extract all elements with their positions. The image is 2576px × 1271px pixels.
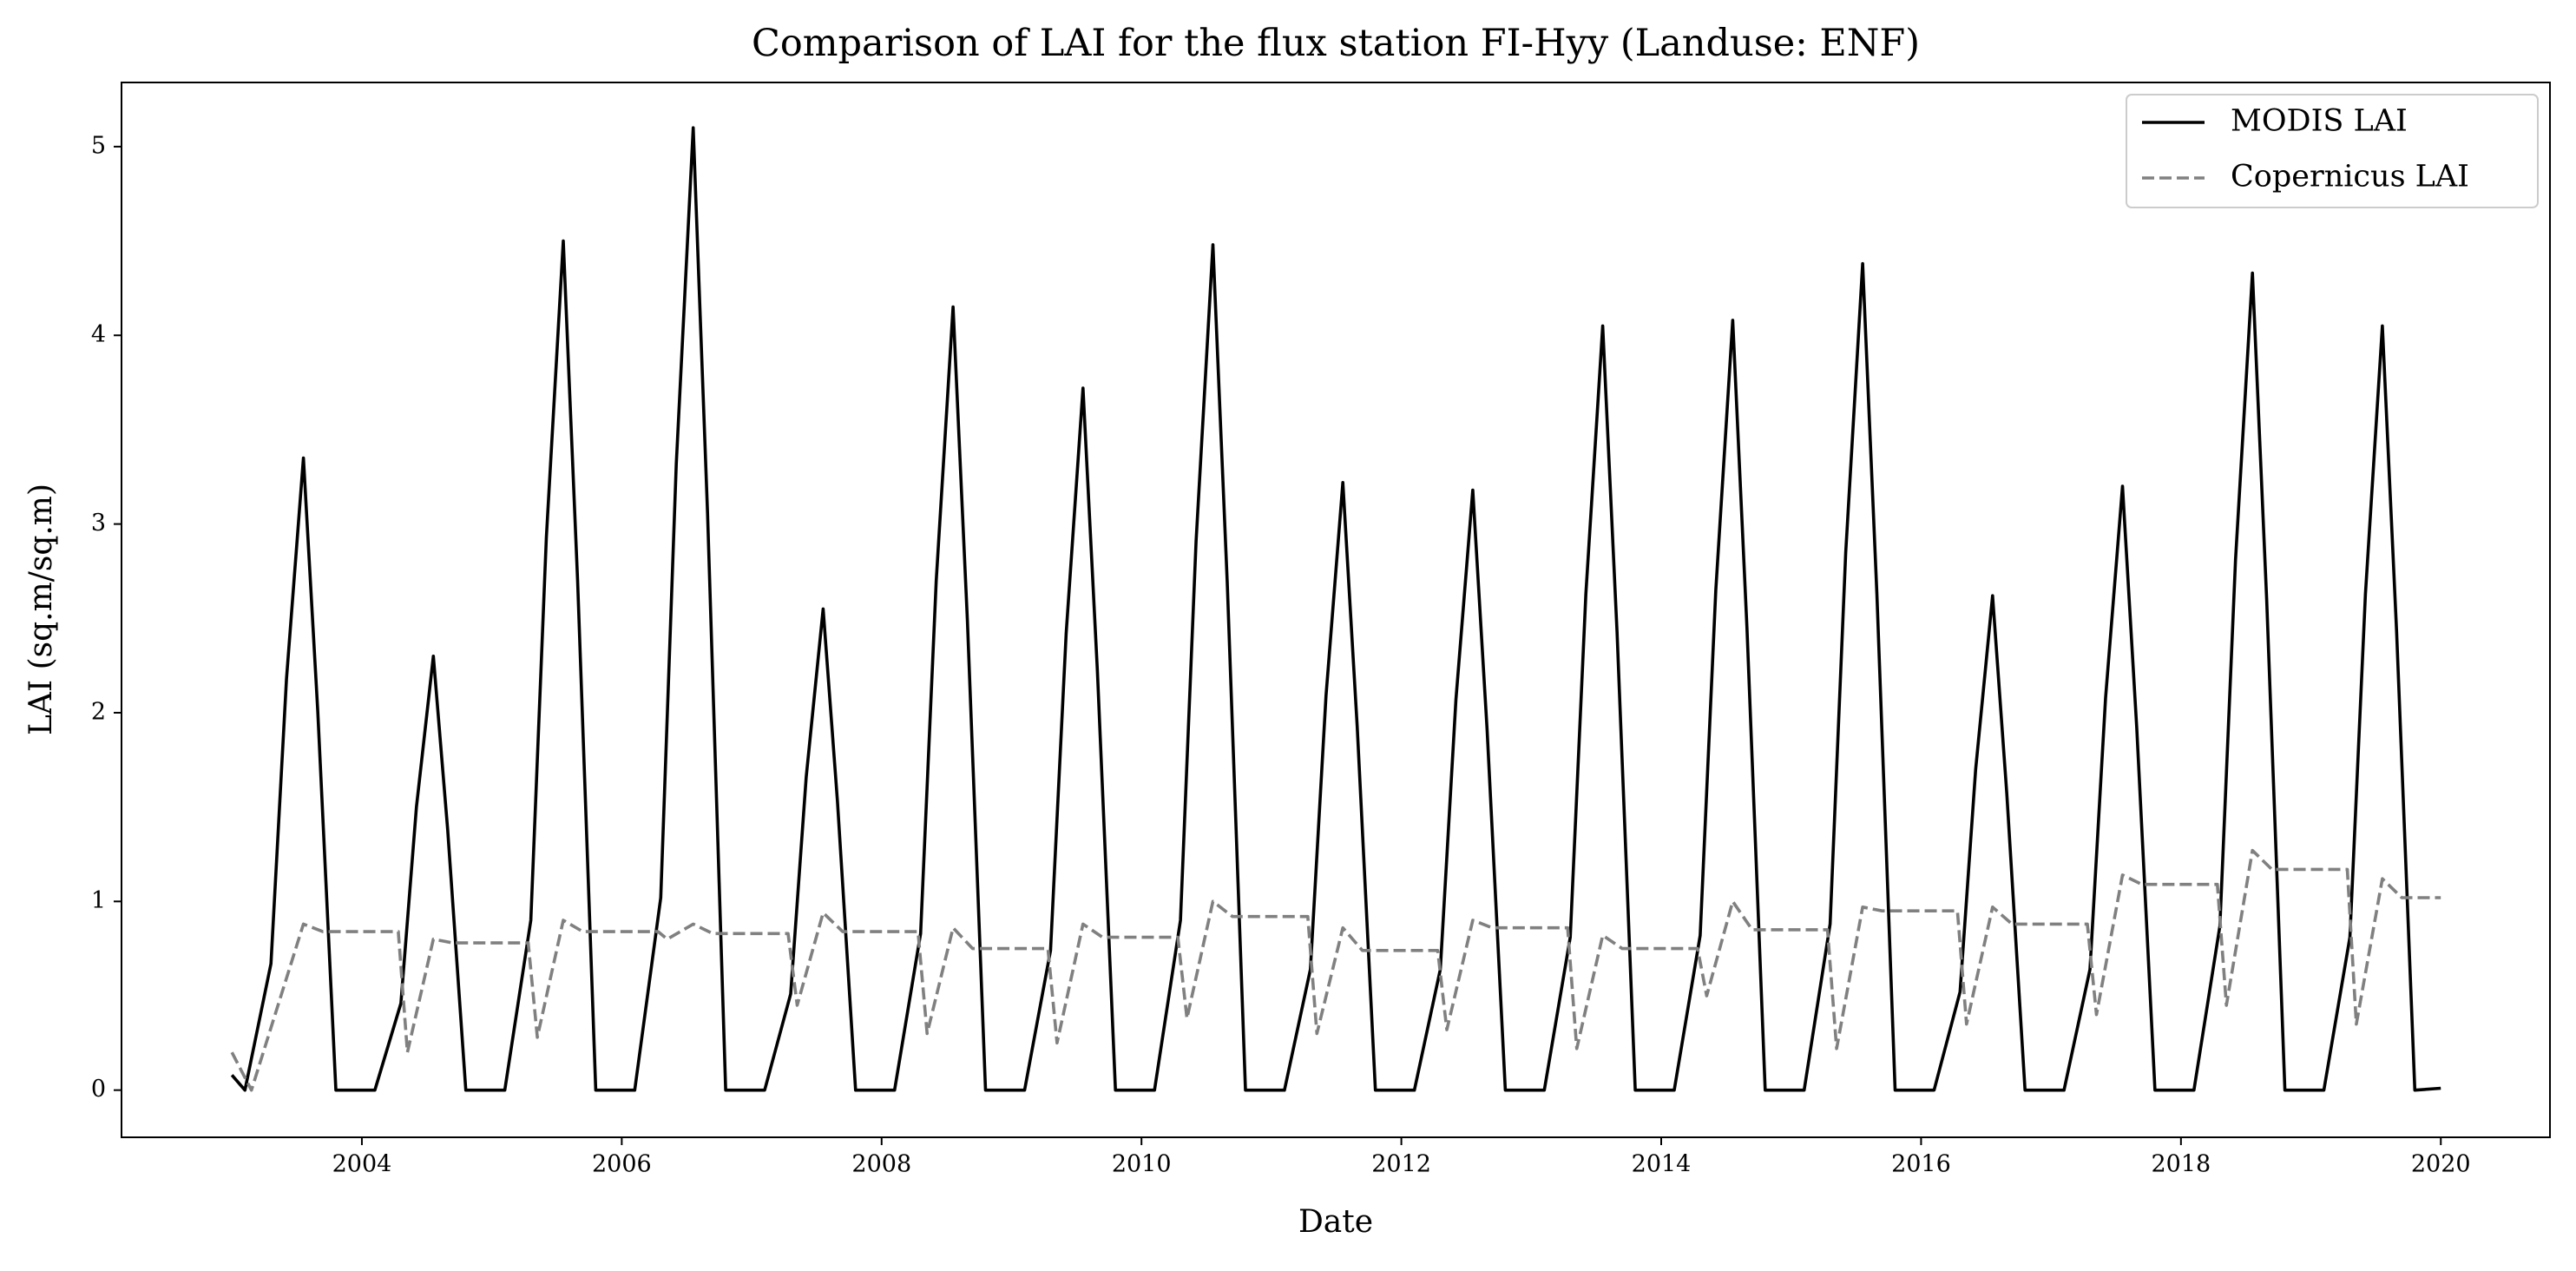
y-tick-label: 3 <box>91 510 106 537</box>
legend-label: Copernicus LAI <box>2231 160 2469 194</box>
x-tick-label: 2020 <box>2411 1151 2471 1178</box>
line-series <box>230 848 2441 1092</box>
y-tick-label: 2 <box>91 698 106 725</box>
x-axis-label: Date <box>1298 1204 1373 1240</box>
line-series <box>230 126 2441 1092</box>
y-axis-label: LAI (sq.m/sq.m) <box>23 484 59 735</box>
x-tick-label: 2014 <box>1632 1151 1692 1178</box>
chart-title: Comparison of LAI for the flux station F… <box>752 22 1920 65</box>
y-tick-label: 1 <box>91 887 106 914</box>
x-tick-label: 2008 <box>851 1151 911 1178</box>
y-tick-label: 0 <box>91 1076 106 1103</box>
x-tick-label: 2016 <box>1891 1151 1951 1178</box>
x-tick-label: 2004 <box>332 1151 392 1178</box>
y-tick-label: 4 <box>91 321 106 348</box>
legend: MODIS LAI Copernicus LAI <box>2126 94 2539 208</box>
x-tick-label: 2012 <box>1371 1151 1431 1178</box>
legend-box <box>2126 94 2539 208</box>
x-tick-label: 2006 <box>592 1151 652 1178</box>
y-tick-label: 5 <box>91 132 106 159</box>
plot-frame <box>121 82 2551 1138</box>
x-tick-label: 2010 <box>1112 1151 1172 1178</box>
legend-label: MODIS LAI <box>2231 104 2408 139</box>
x-tick-label: 2018 <box>2151 1151 2211 1178</box>
